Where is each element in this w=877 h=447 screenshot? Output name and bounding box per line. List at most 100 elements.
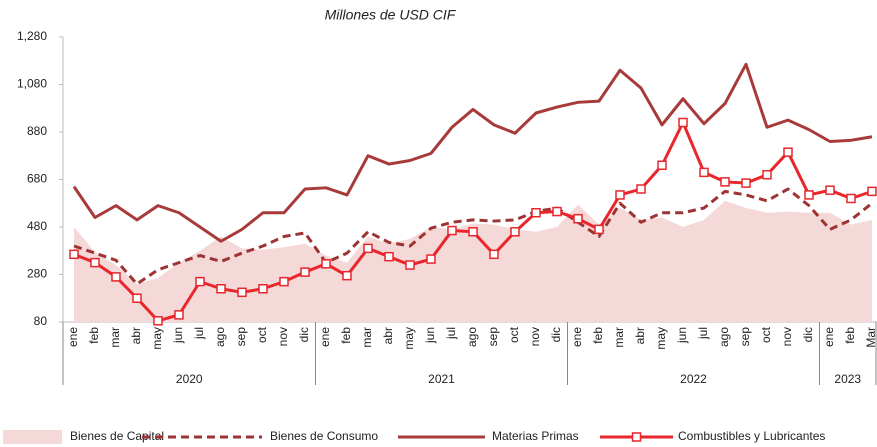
y-tick-label: 280 bbox=[27, 267, 47, 281]
y-tick-label: 480 bbox=[27, 219, 47, 233]
x-tick-label: mar bbox=[108, 327, 122, 348]
marker bbox=[510, 227, 520, 237]
legend-label: Combustibles y Lubricantes bbox=[678, 429, 825, 443]
x-tick-label: feb bbox=[843, 327, 857, 344]
x-tick-label: nov bbox=[780, 327, 794, 346]
marker bbox=[279, 276, 289, 287]
x-tick-label: nov bbox=[528, 327, 542, 346]
group-label: 2021 bbox=[428, 372, 455, 386]
x-tick-label: jun bbox=[675, 327, 689, 344]
y-tick-label: 80 bbox=[34, 314, 48, 328]
marker bbox=[321, 259, 331, 269]
legend-marker bbox=[631, 432, 642, 442]
x-tick-label: abr bbox=[633, 327, 647, 344]
x-tick-label: dic bbox=[801, 327, 815, 342]
marker bbox=[489, 249, 499, 260]
y-tick-label: 1,280 bbox=[17, 29, 47, 43]
x-tick-label: jun bbox=[423, 327, 437, 344]
y-tick-label: 880 bbox=[27, 124, 47, 138]
x-tick-label: ene bbox=[570, 327, 584, 347]
x-tick-label: ene bbox=[318, 327, 332, 347]
marker bbox=[804, 190, 814, 200]
legend-label: Materias Primas bbox=[492, 429, 579, 443]
marker bbox=[636, 184, 646, 194]
marker bbox=[615, 190, 625, 200]
x-tick-label: ago bbox=[717, 327, 731, 347]
group-label: 2020 bbox=[176, 372, 203, 386]
x-tick-label: abr bbox=[381, 327, 395, 344]
x-tick-label: ago bbox=[213, 327, 227, 347]
y-tick-label: 1,080 bbox=[17, 77, 47, 91]
x-tick-label: abr bbox=[129, 327, 143, 344]
marker bbox=[468, 227, 478, 237]
marker bbox=[846, 193, 856, 204]
y-tick-label: 680 bbox=[27, 172, 47, 186]
x-tick-label: oct bbox=[759, 326, 773, 343]
x-tick-label: may bbox=[402, 327, 416, 350]
legend-label: Bienes de Capital bbox=[70, 429, 164, 443]
marker bbox=[69, 249, 79, 260]
x-tick-label: sep bbox=[234, 327, 248, 347]
x-tick-label: dic bbox=[549, 327, 563, 342]
marker bbox=[657, 160, 667, 170]
marker bbox=[132, 293, 142, 303]
x-tick-label: sep bbox=[738, 327, 752, 347]
x-tick-label: feb bbox=[87, 327, 101, 344]
x-tick-label: dic bbox=[297, 327, 311, 342]
marker bbox=[426, 254, 436, 264]
marker bbox=[384, 251, 394, 262]
marker bbox=[258, 284, 268, 294]
x-tick-label: ene bbox=[66, 327, 80, 347]
legend-label: Bienes de Consumo bbox=[270, 429, 378, 443]
x-tick-label: mar bbox=[360, 327, 374, 348]
marker bbox=[195, 276, 205, 287]
marker bbox=[552, 206, 562, 217]
x-tick-label: may bbox=[150, 327, 164, 350]
legend-swatch bbox=[3, 430, 62, 444]
marker bbox=[573, 213, 583, 224]
x-tick-label: ago bbox=[465, 327, 479, 347]
group-label: 2022 bbox=[680, 372, 707, 386]
x-tick-label: feb bbox=[591, 327, 605, 344]
x-tick-label: Mar bbox=[864, 327, 877, 348]
area bbox=[74, 200, 872, 322]
line bbox=[73, 187, 873, 286]
marker bbox=[447, 225, 457, 236]
marker bbox=[216, 284, 226, 294]
x-tick-label: mar bbox=[612, 327, 626, 348]
line bbox=[72, 62, 873, 243]
marker bbox=[342, 270, 352, 281]
marker bbox=[699, 167, 709, 178]
marker bbox=[678, 117, 688, 128]
marker bbox=[153, 316, 163, 326]
marker bbox=[300, 267, 310, 277]
marker bbox=[762, 170, 772, 180]
marker bbox=[237, 287, 247, 298]
x-tick-label: oct bbox=[507, 326, 521, 343]
x-tick-label: jun bbox=[171, 327, 185, 344]
marker bbox=[741, 178, 751, 188]
marker bbox=[867, 186, 877, 197]
x-tick-label: jul bbox=[192, 327, 206, 340]
x-tick-label: jul bbox=[696, 327, 710, 340]
marker bbox=[531, 208, 541, 218]
group-label: 2023 bbox=[834, 372, 861, 386]
marker bbox=[783, 147, 793, 157]
x-tick-label: nov bbox=[276, 327, 290, 346]
x-tick-label: ene bbox=[822, 327, 836, 347]
x-tick-label: feb bbox=[339, 327, 353, 344]
chart-title: Millones de USD CIF bbox=[325, 7, 457, 23]
marker bbox=[90, 257, 100, 268]
marker bbox=[405, 260, 415, 270]
marker bbox=[825, 185, 835, 195]
marker bbox=[594, 224, 604, 235]
x-tick-label: oct bbox=[255, 326, 269, 343]
marker bbox=[111, 272, 121, 282]
x-tick-label: jul bbox=[444, 327, 458, 340]
x-tick-label: sep bbox=[486, 327, 500, 347]
marker bbox=[720, 177, 730, 187]
marker bbox=[174, 310, 184, 320]
x-tick-label: may bbox=[654, 327, 668, 350]
marker bbox=[363, 243, 373, 254]
